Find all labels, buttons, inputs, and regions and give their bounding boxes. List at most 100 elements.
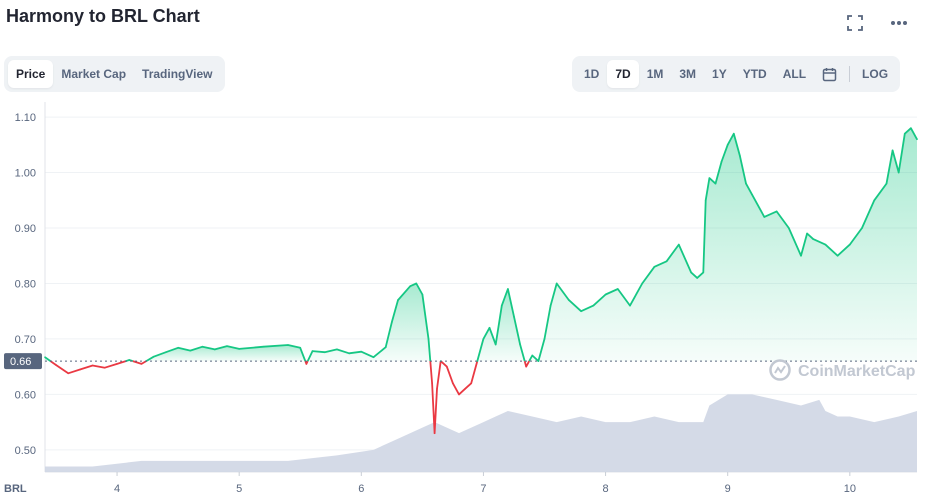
price-point: [549, 304, 552, 307]
price-point: [238, 348, 240, 350]
more-icon[interactable]: [888, 12, 910, 34]
price-point: [745, 182, 747, 185]
price-point: [177, 346, 179, 349]
price-point: [189, 349, 192, 352]
price-point: [67, 372, 70, 375]
price-point: [452, 382, 454, 385]
price-point: [409, 285, 411, 288]
price-point: [287, 344, 289, 346]
x-tick-label: 8: [603, 483, 609, 495]
price-point: [152, 355, 155, 358]
price-point: [897, 171, 900, 174]
reference-badge: [4, 353, 42, 370]
price-point: [360, 350, 363, 353]
price-line-down: [440, 360, 479, 396]
price-point: [537, 360, 540, 362]
tab-price[interactable]: Price: [8, 60, 54, 88]
price-area-fill: [146, 345, 306, 362]
range-ytd[interactable]: YTD: [742, 67, 767, 81]
price-point: [787, 227, 790, 229]
price-point: [513, 315, 515, 318]
price-point: [861, 227, 863, 229]
price-point: [128, 359, 131, 361]
range-1m[interactable]: 1M: [646, 67, 664, 81]
price-point: [464, 388, 466, 390]
y-tick-label: 0.60: [15, 389, 36, 401]
y-tick-label: 1.10: [15, 112, 36, 124]
price-point: [421, 293, 424, 296]
price-point: [812, 238, 814, 240]
price-point: [678, 243, 680, 246]
price-point: [592, 304, 595, 307]
calendar-icon: [822, 68, 837, 82]
price-point: [165, 351, 167, 354]
price-point: [568, 299, 570, 301]
price-point: [916, 138, 918, 141]
price-point: [482, 338, 485, 340]
currency-label: BRL: [4, 483, 27, 495]
y-tick-label: 0.90: [15, 223, 36, 235]
price-point: [763, 216, 766, 218]
price-point: [733, 132, 735, 135]
price-point: [849, 243, 851, 246]
range-1d[interactable]: 1D: [584, 67, 600, 81]
price-point: [299, 346, 302, 349]
x-tick-label: 5: [236, 483, 242, 495]
price-point: [116, 363, 118, 365]
price-point: [836, 254, 839, 257]
price-point: [348, 352, 350, 355]
price-point: [104, 366, 106, 369]
top-icons: [844, 12, 910, 34]
price-point: [433, 432, 436, 434]
price-point: [824, 243, 827, 246]
calendar-button[interactable]: [814, 60, 845, 88]
price-point: [665, 260, 668, 263]
price-line-down: [429, 360, 442, 435]
price-point: [696, 277, 698, 279]
price-area-fill: [307, 283, 431, 362]
range-7d[interactable]: 7D: [607, 60, 639, 88]
price-chart: 0.66 0.50 0.60 0.70 0.80 0.90 1.00 1.10 4 5 6 7 8 9 1…: [4, 102, 918, 495]
price-point: [201, 345, 204, 348]
price-point: [903, 132, 906, 135]
x-tick-label: 6: [358, 483, 364, 495]
watermark-text: CoinMarketCap: [798, 363, 916, 380]
price-point: [305, 363, 308, 365]
price-line-down: [523, 360, 530, 368]
log-toggle[interactable]: LOG: [862, 67, 889, 81]
price-point: [397, 299, 399, 301]
price-point: [488, 327, 491, 329]
price-point: [470, 382, 473, 385]
reference-value-label: 0.66: [10, 356, 31, 368]
price-point: [555, 282, 558, 285]
price-point: [525, 365, 527, 368]
expand-icon[interactable]: [844, 12, 866, 34]
price-point: [44, 356, 46, 359]
price-point: [714, 182, 717, 185]
price-point: [436, 388, 438, 390]
tab-tradingview[interactable]: TradingView: [142, 67, 213, 81]
y-tick-label: 0.70: [15, 334, 36, 346]
range-1y[interactable]: 1Y: [712, 67, 727, 81]
price-point: [446, 365, 448, 368]
price-point: [720, 160, 723, 163]
price-point: [580, 310, 582, 312]
volume-area: [45, 394, 917, 472]
range-3m[interactable]: 3M: [679, 67, 697, 81]
price-point: [140, 363, 143, 365]
price-point: [372, 356, 375, 359]
price-point: [226, 345, 228, 347]
price-point: [391, 321, 393, 324]
price-point: [910, 127, 912, 129]
price-point: [262, 345, 265, 348]
price-point: [604, 293, 607, 296]
tab-market-cap[interactable]: Market Cap: [61, 67, 127, 81]
watermark: CoinMarketCap: [769, 359, 916, 381]
range-all[interactable]: ALL: [782, 67, 807, 81]
price-line-down: [49, 360, 127, 375]
range-divider: [849, 66, 851, 82]
y-tick-label: 1.00: [15, 168, 36, 180]
price-area-fill: [477, 289, 525, 362]
coinmarketcap-logo-icon: [769, 359, 791, 381]
x-tick-label: 4: [114, 483, 120, 495]
